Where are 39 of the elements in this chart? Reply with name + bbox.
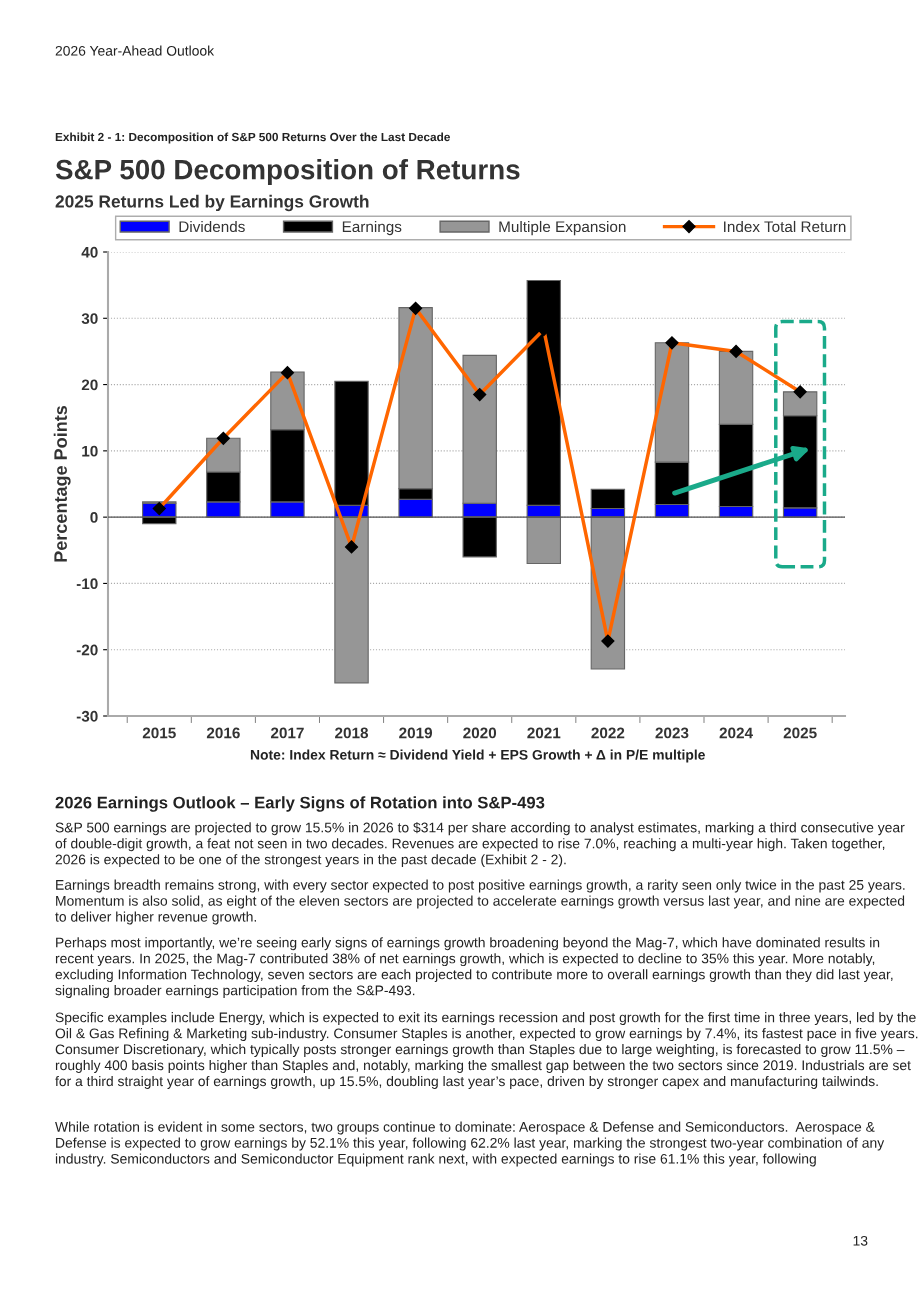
x-tick-label: 2024 bbox=[719, 727, 753, 739]
bar bbox=[462, 516, 497, 558]
legend-label: Multiple Expansion bbox=[499, 220, 626, 236]
y-tick-label: 30 bbox=[81, 313, 98, 324]
x-tick-label: 2019 bbox=[399, 727, 433, 739]
text: 13 bbox=[853, 1235, 868, 1246]
x-tick-label: 2020 bbox=[463, 727, 497, 739]
text: Specific examples include Energy, which is expected to exit its earnings recession and post growth for the first time in three years, led by the Oil & Gas Refining & Marketing sub-industry. Consumer Staples is another, expected to grow earnings by 7.4%, its fastest pace in five years. Consumer Discretionary, which typically posts stronger earnings growth than Staples due to large weighting, is forecasted to grow 11.5% – roughly 400 basis points higher than Staples and, notably, marking the smallest gap between the two sectors since 2019. Industrials are set for a third straight year of earnings growth, up 15.5%, doubling last year’s pace, driven by stronger capex and manufacturing tailwinds. bbox=[55, 1012, 918, 1089]
y-tick-label: 40 bbox=[81, 246, 98, 258]
x-tick-label: 2022 bbox=[591, 727, 625, 739]
bar bbox=[526, 516, 562, 565]
chart-subtitle: 2025 Returns Led by Earnings Growth bbox=[55, 194, 369, 212]
x-tick-label: 2025 bbox=[783, 727, 817, 739]
text: 2026 Year-Ahead Outlook bbox=[55, 45, 215, 56]
text: Exhibit 2 - 1: Decomposition of S&P 500 Returns Over the Last Decade bbox=[55, 132, 450, 144]
y-tick-label: -20 bbox=[76, 644, 98, 656]
text: S&P 500 earnings are projected to grow 15.5% in 2026 to $314 per share according to analyst estimates, marking a third consecutive year of double-digit growth, a feat not seen in two decades. Revenues are expected to rise 7.0%, reaching a multi-year high. Taken together, 2026 is expected to be one of the strongest years in the past decade (Exhibit 2 - 2). bbox=[55, 822, 905, 868]
text: Earnings breadth remains strong, with every sector expected to post positive earnings growth, a rarity seen only twice in the past 25 years. Momentum is also solid, as eight of the eleven sectors are projected to accelerate earnings growth versus last year, and nine are expected to deliver higher revenue growth. bbox=[55, 879, 905, 925]
x-tick-label: 2015 bbox=[142, 727, 176, 739]
legend-label: Earnings bbox=[342, 220, 402, 236]
text: Note: Index Return ≈ Dividend Yield + EPS Growth + Δ in P/E multiple bbox=[250, 749, 705, 763]
y-tick-label: 20 bbox=[81, 379, 98, 391]
x-tick-label: 2018 bbox=[335, 727, 369, 739]
x-tick-label: 2016 bbox=[206, 727, 240, 739]
x-tick-label: 2017 bbox=[270, 727, 304, 739]
text: 2026 Earnings Outlook – Early Signs of Rotation into S&P-493 bbox=[55, 796, 545, 812]
x-tick-label: 2023 bbox=[655, 727, 689, 739]
legend-label: Index Total Return bbox=[724, 220, 846, 233]
chart-title: S&P 500 Decomposition of Returns bbox=[55, 159, 520, 185]
text: Perhaps most importantly, we’re seeing early signs of earnings growth broadening beyond the Mag-7, which have dominated results in recent years. In 2025, the Mag-7 contributed 38% of net earnings growth, which is expected to decline to 35% this year. More notably, excluding Information Technology, seven sectors are each projected to contribute more to overall earnings growth than they did last year, signaling broader earnings participation from the S&P-493. bbox=[55, 937, 893, 999]
y-tick-label: -30 bbox=[76, 710, 98, 722]
legend-label: Dividends bbox=[179, 220, 245, 233]
x-tick-label: 2021 bbox=[527, 727, 561, 739]
y-tick-label: -10 bbox=[76, 578, 98, 590]
bar bbox=[334, 516, 369, 684]
text: While rotation is evident in some sectors, two groups continue to dominate: Aerospace & Defense and Semiconductors. Aerospace & Defense is expected to grow earnings by 52.1% this year, following 62.2% last year, marking the strongest two-year combination of any industry. Semiconductors and Semiconductor Equipment rank next, with expected earnings to rise 61.1% this year, following bbox=[55, 1121, 885, 1167]
y-tick-label: 10 bbox=[82, 445, 98, 457]
y-tick-label: 0 bbox=[90, 512, 98, 523]
y-axis-title: Percentage Points bbox=[53, 405, 71, 562]
